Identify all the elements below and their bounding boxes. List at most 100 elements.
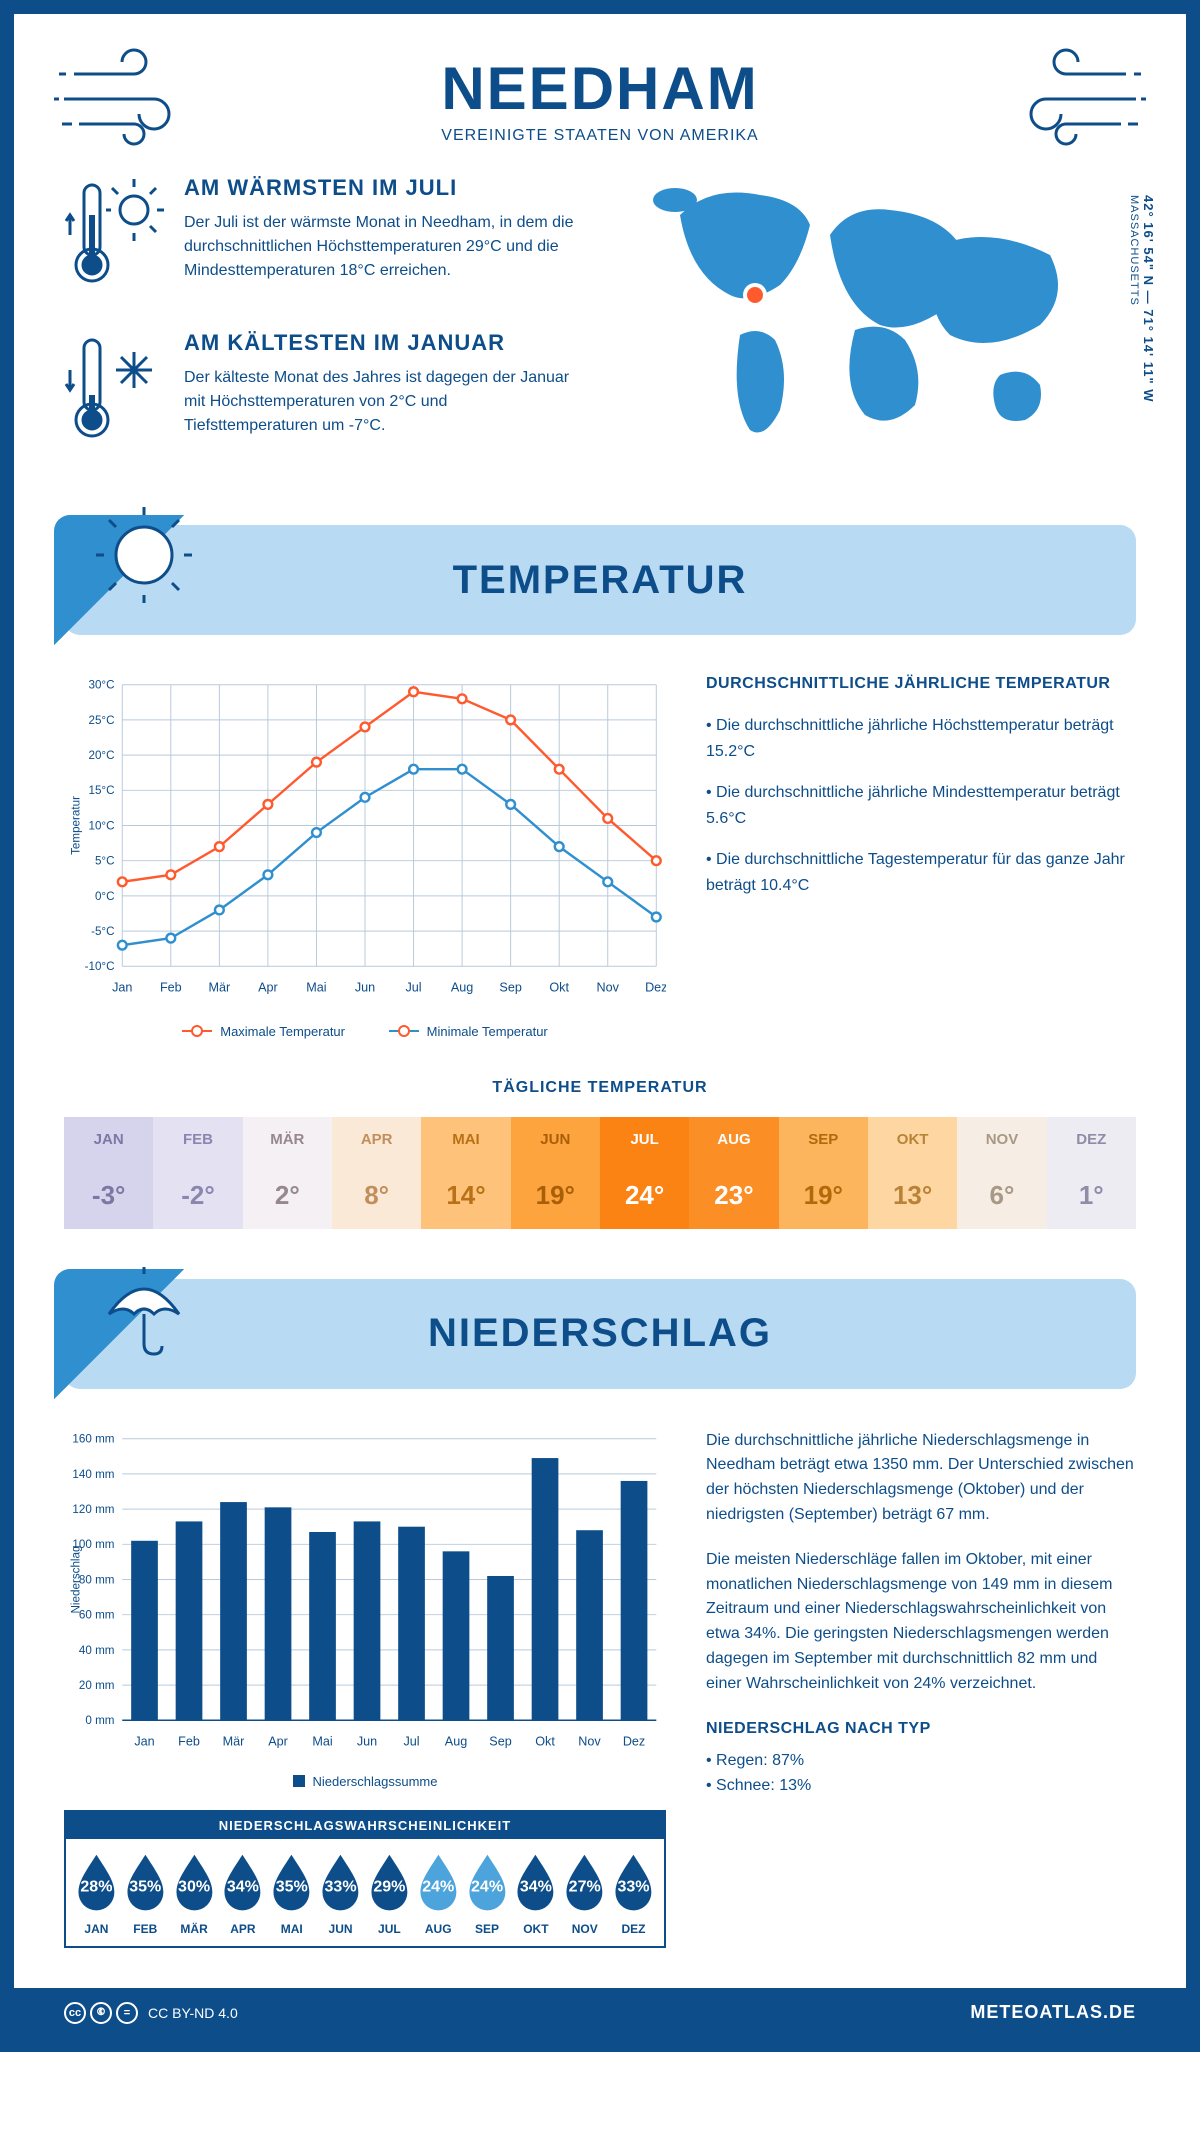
svg-text:20°C: 20°C (88, 749, 114, 762)
temp-text-l1: • Die durchschnittliche jährliche Höchst… (706, 713, 1136, 764)
svg-text:Sep: Sep (489, 1734, 511, 1748)
heat-cell: JUN 19° (511, 1117, 600, 1229)
coldest-block: AM KÄLTESTEN IM JANUAR Der kälteste Mona… (64, 330, 580, 455)
heat-cell: MÄR 2° (243, 1117, 332, 1229)
svg-text:0°C: 0°C (95, 890, 115, 903)
svg-text:Feb: Feb (178, 1734, 200, 1748)
precip-type-title: NIEDERSCHLAG NACH TYP (706, 1717, 1136, 1742)
svg-text:Okt: Okt (535, 1734, 555, 1748)
precip-probability-box: NIEDERSCHLAGSWAHRSCHEINLICHKEIT 28%JAN35… (64, 1810, 666, 1947)
drop-cell: 29%JUL (367, 1853, 412, 1935)
precipitation-chart: 0 mm20 mm40 mm60 mm80 mm100 mm120 mm140 … (64, 1429, 666, 1759)
precip-p2: Die meisten Niederschläge fallen im Okto… (706, 1548, 1136, 1697)
svg-text:Dez: Dez (623, 1734, 645, 1748)
svg-text:60 mm: 60 mm (79, 1608, 115, 1621)
svg-text:Aug: Aug (451, 981, 473, 995)
drop-cell: 27%NOV (562, 1853, 607, 1935)
city-title: NEEDHAM (64, 54, 1136, 123)
drop-cell: 30%MÄR (172, 1853, 217, 1935)
svg-text:Jun: Jun (357, 1734, 377, 1748)
thermometer-snow-icon (64, 330, 164, 455)
svg-text:Temperatur: Temperatur (70, 796, 83, 855)
coldest-text: Der kälteste Monat des Jahres ist dagege… (184, 366, 580, 438)
svg-text:Mär: Mär (208, 981, 230, 995)
drop-cell: 28%JAN (74, 1853, 119, 1935)
precip-p1: Die durchschnittliche jährliche Niedersc… (706, 1429, 1136, 1528)
license-text: CC BY-ND 4.0 (148, 2005, 238, 2021)
state-label: MASSACHUSETTS (1128, 195, 1140, 306)
precip-legend: Niederschlagssumme (313, 1774, 438, 1789)
heat-cell: AUG 23° (689, 1117, 778, 1229)
svg-text:20 mm: 20 mm (79, 1679, 115, 1692)
heat-cell: APR 8° (332, 1117, 421, 1229)
svg-text:15°C: 15°C (88, 784, 114, 797)
svg-text:140 mm: 140 mm (72, 1467, 114, 1480)
svg-text:Jul: Jul (405, 981, 421, 995)
thermometer-sun-icon (64, 175, 164, 300)
coordinates: 42° 16' 54" N — 71° 14' 11" W (1141, 195, 1156, 403)
svg-text:Jun: Jun (355, 981, 375, 995)
svg-text:Mär: Mär (223, 1734, 245, 1748)
world-map-icon (620, 175, 1136, 460)
drop-cell: 24%SEP (465, 1853, 510, 1935)
svg-text:Nov: Nov (578, 1734, 601, 1748)
temp-text-title: DURCHSCHNITTLICHE JÄHRLICHE TEMPERATUR (706, 675, 1136, 693)
svg-text:80 mm: 80 mm (79, 1573, 115, 1586)
svg-text:-5°C: -5°C (91, 925, 114, 938)
heat-cell: FEB -2° (153, 1117, 242, 1229)
svg-text:Jul: Jul (403, 1734, 419, 1748)
temp-text-l2: • Die durchschnittliche jährliche Mindes… (706, 780, 1136, 831)
svg-text:Nov: Nov (597, 981, 620, 995)
daily-temp-title: TÄGLICHE TEMPERATUR (64, 1079, 1136, 1097)
site-name: METEOATLAS.DE (970, 2002, 1136, 2023)
svg-text:Mai: Mai (306, 981, 326, 995)
legend-min: Minimale Temperatur (427, 1024, 548, 1039)
svg-text:10°C: 10°C (88, 819, 114, 832)
svg-text:Jan: Jan (134, 1734, 154, 1748)
svg-text:40 mm: 40 mm (79, 1643, 115, 1656)
wind-icon (1006, 44, 1146, 154)
precipitation-title: NIEDERSCHLAG (428, 1311, 772, 1356)
heat-cell: OKT 13° (868, 1117, 957, 1229)
heat-cell: DEZ 1° (1047, 1117, 1136, 1229)
svg-text:Jan: Jan (112, 981, 132, 995)
wind-icon (54, 44, 194, 154)
header: NEEDHAM VEREINIGTE STAATEN VON AMERIKA (64, 44, 1136, 175)
legend-max: Maximale Temperatur (220, 1024, 345, 1039)
drop-cell: 33%JUN (318, 1853, 363, 1935)
svg-text:Dez: Dez (645, 981, 666, 995)
precip-snow: • Schnee: 13% (706, 1774, 1136, 1799)
heat-cell: SEP 19° (779, 1117, 868, 1229)
heat-cell: MAI 14° (421, 1117, 510, 1229)
svg-text:Apr: Apr (258, 981, 278, 995)
daily-temp-row: JAN -3°FEB -2°MÄR 2°APR 8°MAI 14°JUN 19°… (64, 1117, 1136, 1229)
svg-text:25°C: 25°C (88, 714, 114, 727)
coldest-title: AM KÄLTESTEN IM JANUAR (184, 330, 580, 356)
svg-text:Feb: Feb (160, 981, 182, 995)
temp-text-l3: • Die durchschnittliche Tagestemperatur … (706, 847, 1136, 898)
umbrella-icon (94, 1259, 194, 1359)
svg-text:Aug: Aug (445, 1734, 467, 1748)
svg-text:5°C: 5°C (95, 855, 115, 868)
heat-cell: JUL 24° (600, 1117, 689, 1229)
svg-text:-10°C: -10°C (85, 960, 115, 973)
svg-text:30°C: 30°C (88, 679, 114, 692)
drop-cell: 34%OKT (513, 1853, 558, 1935)
drop-cell: 34%APR (220, 1853, 265, 1935)
temperature-banner: TEMPERATUR (64, 525, 1136, 635)
temperature-chart: -10°C -5°C 0°C 5°C 10°C 15°C 20°C 25°C 30°C Jan Fe… (64, 675, 666, 1039)
country-subtitle: VEREINIGTE STAATEN VON AMERIKA (64, 127, 1136, 145)
temperature-title: TEMPERATUR (453, 558, 748, 603)
precip-prob-title: NIEDERSCHLAGSWAHRSCHEINLICHKEIT (66, 1812, 664, 1839)
sun-icon (94, 505, 194, 605)
precip-rain: • Regen: 87% (706, 1749, 1136, 1774)
svg-text:Mai: Mai (312, 1734, 332, 1748)
heat-cell: JAN -3° (64, 1117, 153, 1229)
drop-cell: 33%DEZ (611, 1853, 656, 1935)
drop-cell: 35%FEB (123, 1853, 168, 1935)
svg-text:0 mm: 0 mm (85, 1714, 114, 1727)
drop-cell: 35%MAI (269, 1853, 314, 1935)
svg-text:Apr: Apr (268, 1734, 288, 1748)
svg-text:160 mm: 160 mm (72, 1432, 114, 1445)
svg-text:Sep: Sep (499, 981, 521, 995)
